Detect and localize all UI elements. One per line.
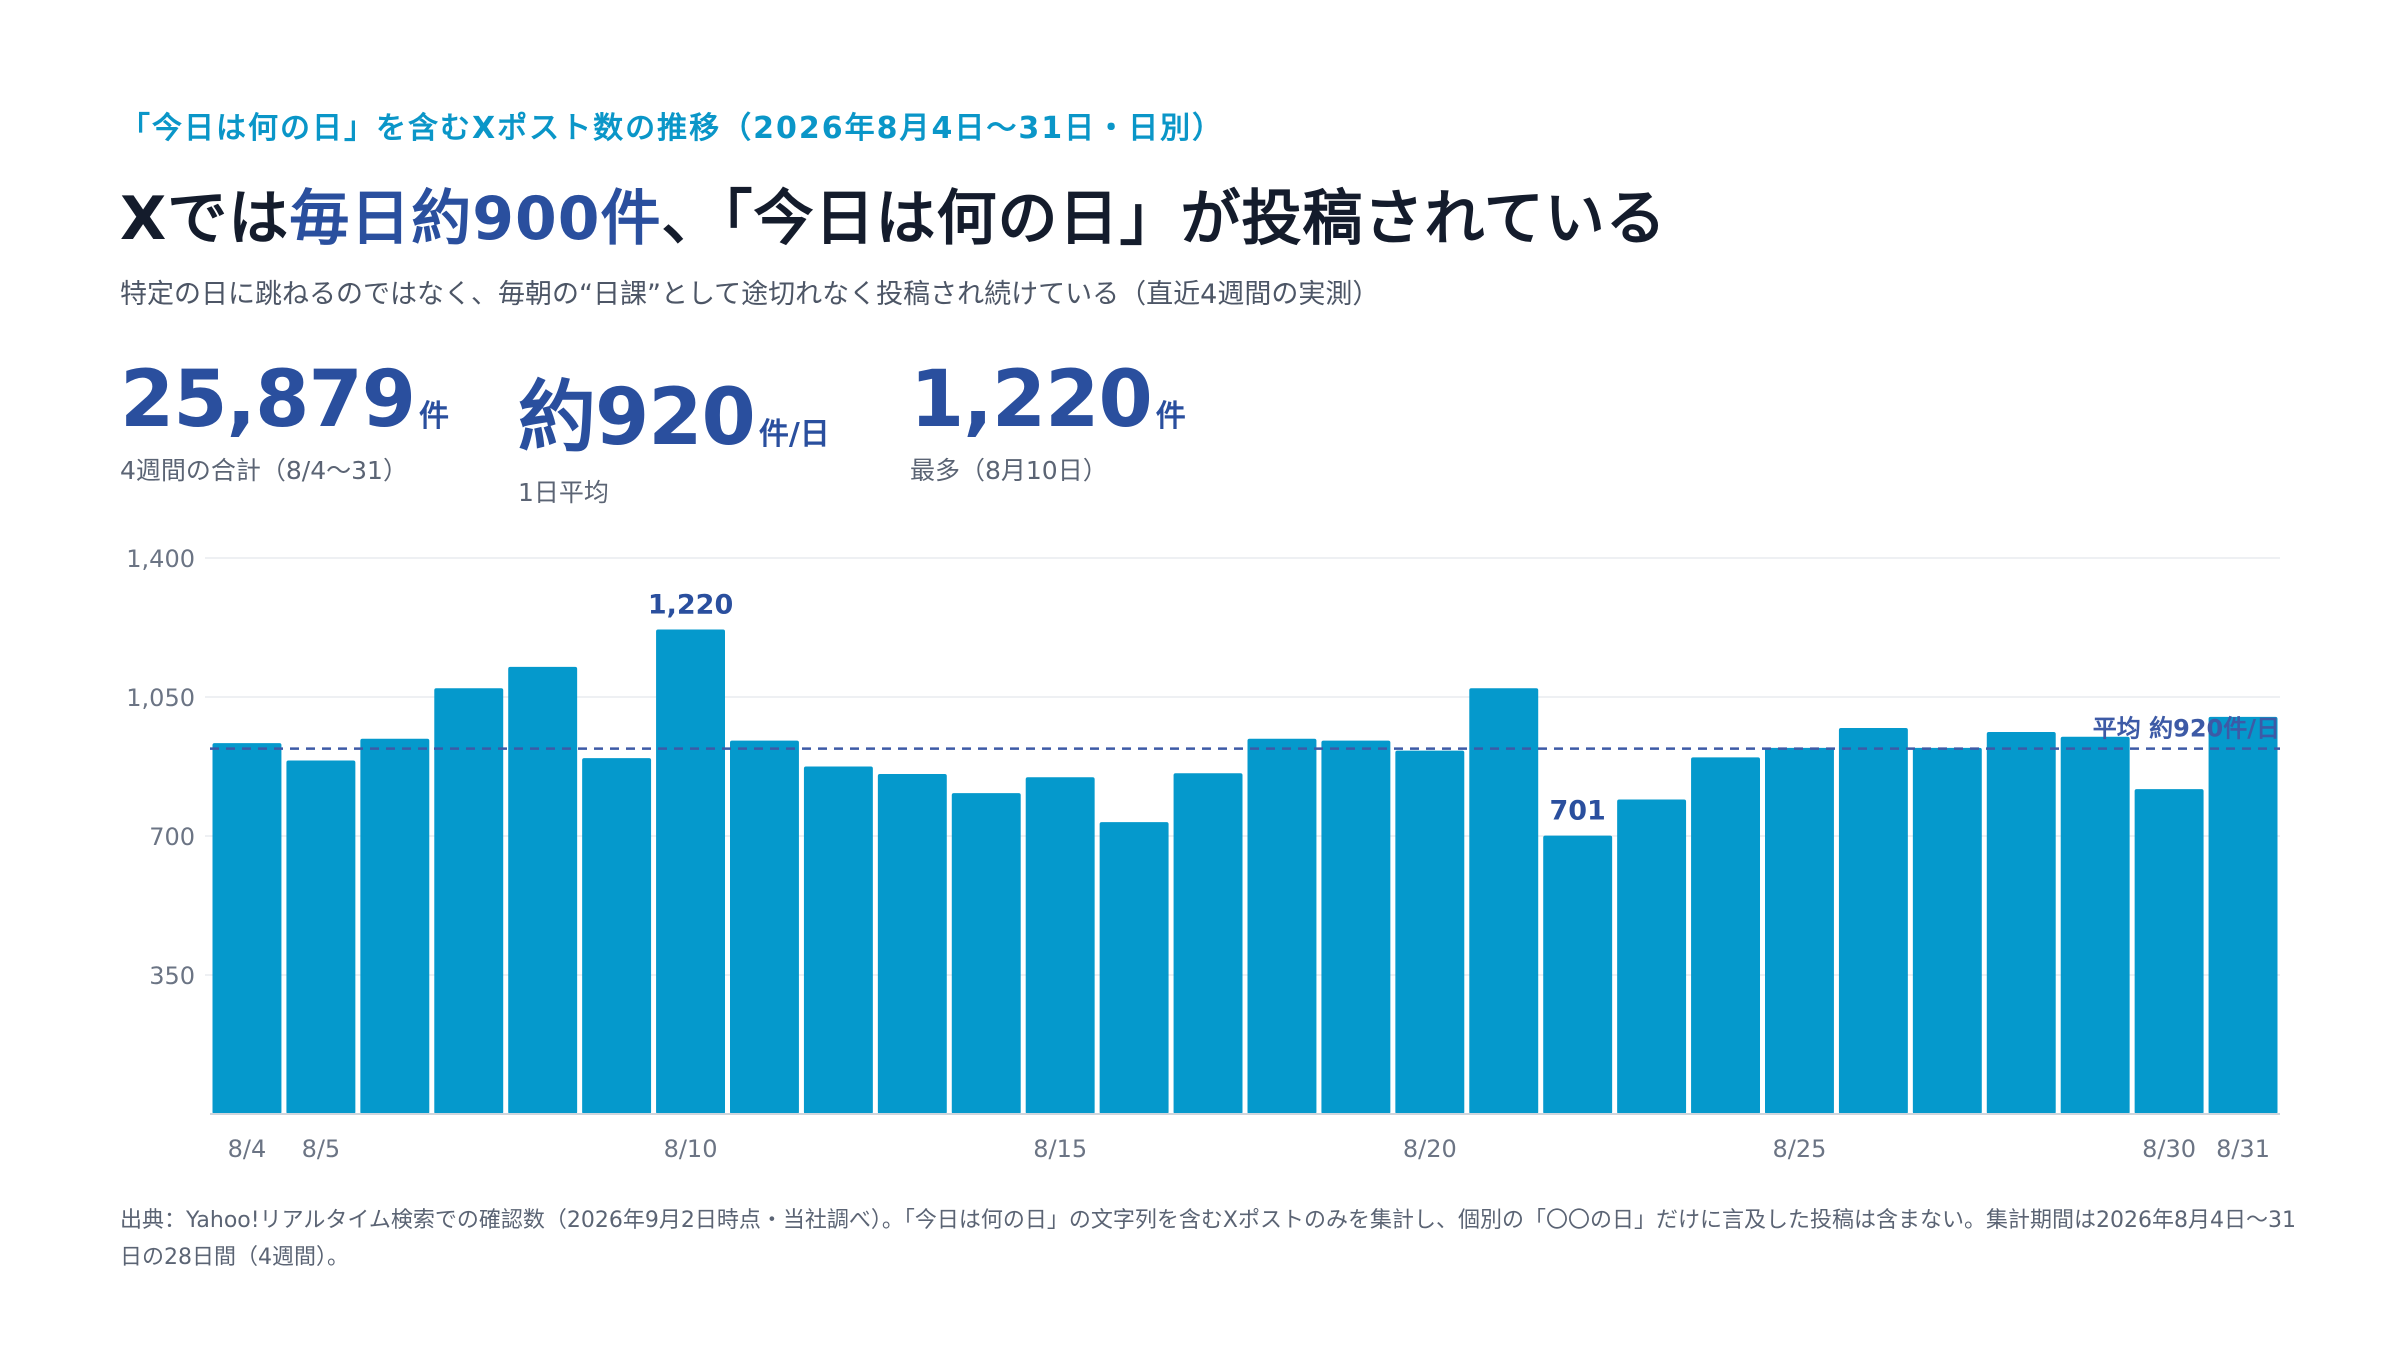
bar-8/29 (2060, 736, 2130, 1114)
x-tick-label: 8/4 (228, 1135, 267, 1163)
y-tick-label: 700 (149, 823, 195, 851)
bar-8/16 (1099, 822, 1169, 1114)
title-part2: 、「今日は何の日」が投稿されている (661, 184, 1667, 254)
bar-8/24 (1691, 757, 1760, 1114)
page-title: Xでは毎日約900件、「今日は何の日」が投稿されている (120, 170, 1667, 257)
data-label-8/22: 701 (1549, 796, 1605, 827)
stat-total-value: 25,879 (120, 355, 416, 445)
stat-average-unit: 件/日 (758, 417, 830, 452)
x-tick-label: 8/15 (1033, 1135, 1087, 1163)
bar-8/11 (730, 740, 799, 1114)
y-tick-label: 350 (149, 962, 195, 990)
bar-8/28 (1986, 731, 2056, 1114)
x-tick-label: 8/10 (664, 1135, 718, 1163)
x-tick-label: 8/31 (2216, 1135, 2270, 1163)
bar-8/31 (2208, 716, 2278, 1114)
stat-total-caption: 4週間の合計（8/4〜31） (120, 456, 408, 485)
average-label: 平均 約920件/日 (2093, 715, 2280, 743)
bar-8/9 (582, 758, 652, 1114)
bar-8/20 (1395, 750, 1465, 1114)
bar-8/21 (1469, 688, 1539, 1114)
y-tick-label: 1,400 (126, 545, 195, 573)
stat-average-caption: 1日平均 (518, 478, 609, 507)
title-highlight: 毎日約900件 (289, 184, 662, 254)
bar-8/6 (360, 738, 430, 1114)
bar-8/7 (434, 688, 504, 1114)
stat-average: 約920 件/日 1日平均 (518, 355, 830, 509)
bar-8/27 (1912, 747, 1982, 1114)
x-tick-label: 8/30 (2142, 1135, 2196, 1163)
subtitle: 特定の日に跳ねるのではなく、毎朝の“日課”として途切れなく投稿され続けている（直… (120, 279, 1380, 310)
stat-total-unit: 件 (419, 399, 449, 434)
bar-8/5 (286, 760, 356, 1114)
stat-max-caption: 最多（8月10日） (910, 456, 1108, 485)
bar-8/4 (212, 743, 282, 1114)
bar-8/10 (656, 629, 725, 1114)
stat-total: 25,879 件 4週間の合計（8/4〜31） (120, 355, 449, 487)
stat-max: 1,220 件 最多（8月10日） (910, 355, 1186, 487)
title-part1: Xでは (120, 184, 290, 254)
bar-8/30 (2134, 789, 2204, 1114)
stat-max-value: 1,220 (910, 355, 1153, 445)
bar-8/22 (1543, 835, 1613, 1114)
bar-8/26 (1838, 727, 1908, 1114)
y-tick-label: 1,050 (126, 684, 195, 712)
bar-8/18 (1247, 738, 1317, 1114)
bar-8/13 (877, 774, 947, 1114)
bar-8/25 (1765, 747, 1834, 1114)
data-label-8/10: 1,220 (648, 589, 733, 620)
bar-8/14 (951, 793, 1021, 1114)
x-tick-label: 8/25 (1773, 1135, 1827, 1163)
eyebrow-title: 「今日は何の日」を含むXポスト数の推移（2026年8月4日〜31日・日別） (120, 111, 1225, 146)
bar-8/12 (803, 766, 873, 1114)
bar-8/19 (1321, 740, 1391, 1114)
stat-max-unit: 件 (1155, 399, 1186, 434)
source-note: 出典：Yahoo!リアルタイム検索での確認数（2026年9月2日時点・当社調べ）… (120, 1208, 2296, 1270)
bar-8/8 (508, 666, 578, 1114)
bar-8/17 (1173, 773, 1243, 1114)
x-tick-label: 8/20 (1403, 1135, 1457, 1163)
bar-8/15 (1025, 777, 1095, 1114)
x-tick-label: 8/5 (302, 1135, 341, 1163)
bar-8/23 (1617, 799, 1687, 1114)
stat-average-value: 約920 (518, 373, 756, 463)
